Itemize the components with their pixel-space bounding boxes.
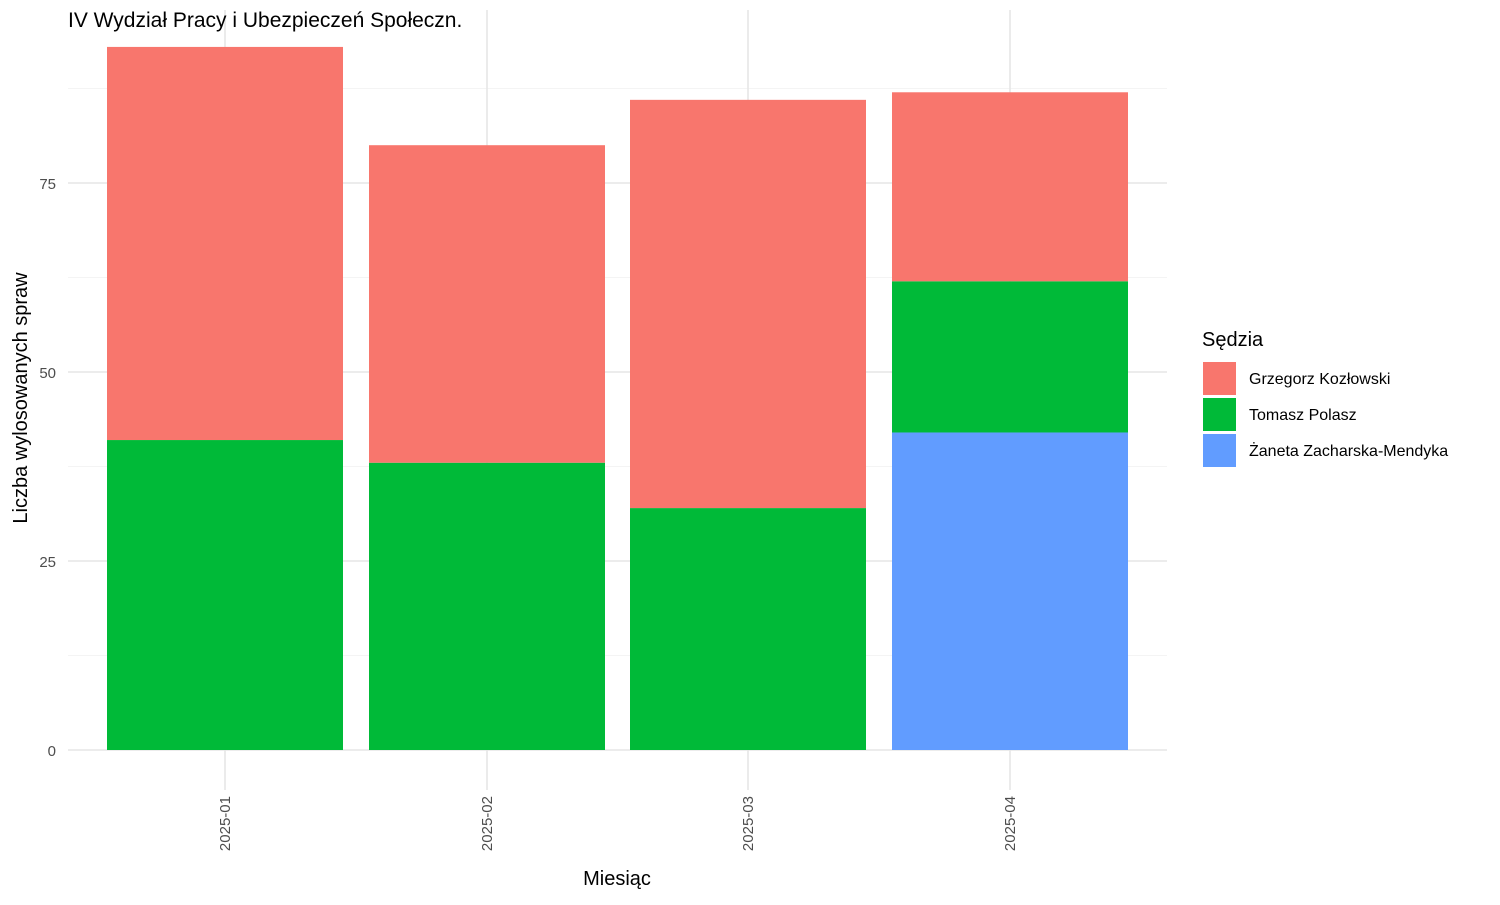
bar-segment bbox=[369, 462, 605, 750]
x-tick-label: 2025-03 bbox=[740, 796, 757, 851]
bars-layer bbox=[107, 46, 1128, 750]
bar-segment bbox=[630, 508, 866, 750]
legend-label: Grzegorz Kozłowski bbox=[1249, 371, 1390, 388]
legend-label: Żaneta Zacharska-Mendyka bbox=[1249, 441, 1448, 460]
x-axis-title: Miesiąc bbox=[583, 868, 651, 890]
x-tick-label: 2025-02 bbox=[479, 796, 496, 851]
chart-title: IV Wydział Pracy i Ubezpieczeń Społeczn. bbox=[68, 9, 462, 32]
x-tick-label: 2025-04 bbox=[1002, 796, 1019, 851]
legend-swatch bbox=[1203, 362, 1236, 395]
y-tick-label: 0 bbox=[48, 743, 56, 760]
legend-title: Sędzia bbox=[1202, 329, 1264, 351]
bar-segment bbox=[892, 432, 1128, 750]
legend: Sędzia Grzegorz Kozłowski Tomasz Polasz Ża… bbox=[1202, 329, 1448, 467]
bar-segment bbox=[107, 46, 343, 441]
legend-swatch bbox=[1203, 434, 1236, 467]
x-tick-label: 2025-01 bbox=[217, 796, 234, 851]
y-axis-title: Liczba wylosowanych spraw bbox=[10, 272, 32, 524]
bar-segment bbox=[369, 145, 605, 463]
legend-label: Tomasz Polasz bbox=[1249, 407, 1357, 424]
bar-segment bbox=[630, 99, 866, 509]
y-tick-label: 50 bbox=[39, 365, 56, 382]
legend-swatch bbox=[1203, 398, 1236, 431]
legend-items: Grzegorz Kozłowski Tomasz Polasz Żaneta Za… bbox=[1203, 362, 1448, 467]
y-tick-label: 75 bbox=[39, 176, 56, 193]
bar-segment bbox=[892, 92, 1128, 282]
axis-layer: 0 25 50 75 2025-01 2025-02 2025-03 2025-04 bbox=[39, 176, 1019, 851]
bar-segment bbox=[107, 440, 343, 750]
y-tick-label: 25 bbox=[39, 554, 56, 571]
bar-segment bbox=[892, 281, 1128, 433]
